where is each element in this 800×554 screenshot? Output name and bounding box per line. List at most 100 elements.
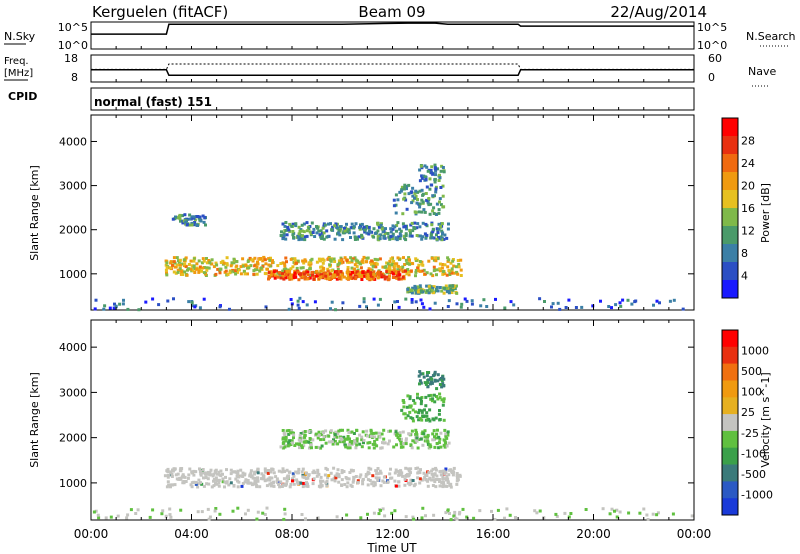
heatmap-cell [198,215,202,219]
heatmap-cell [447,269,451,273]
heatmap-cell [563,511,567,515]
heatmap-cell [386,232,390,235]
heatmap-cell [395,270,399,274]
heatmap-cell [293,271,297,275]
heatmap-cell [393,479,397,483]
heatmap-cell [255,272,259,276]
heatmap-cell [320,444,324,448]
cpid-value: normal (fast) 151 [94,95,212,109]
heatmap-cell [337,480,341,484]
heatmap-cell [441,184,445,188]
heatmap-cell [416,222,420,226]
heatmap-cell [289,257,293,261]
heatmap-cell [403,186,406,190]
heatmap-cell [322,435,326,439]
heatmap-cell [293,444,297,447]
colorbar-segment [722,397,738,415]
heatmap-cell [400,408,404,412]
heatmap-cell [304,259,308,263]
heatmap-cell [441,375,445,379]
heatmap-cell [396,436,400,439]
heatmap-cell [613,509,616,513]
heatmap-cell [403,483,407,487]
heatmap-cell [414,286,418,290]
heatmap-cell [270,476,274,480]
heatmap-cell [288,439,292,443]
heatmap-cell [418,225,422,229]
heatmap-cell [383,277,387,281]
heatmap-cell [212,477,216,481]
heatmap-cell [555,515,559,518]
heatmap-cell [387,429,391,433]
heatmap-cell [377,512,381,516]
heatmap-cell [411,419,415,423]
heatmap-cell [418,189,422,193]
heatmap-cell [345,485,349,489]
heatmap-cell [671,512,675,516]
heatmap-cell [380,222,383,226]
heatmap-cell [424,404,428,408]
heatmap-cell [305,234,309,238]
colorbar-segment [722,498,738,516]
heatmap-cell [302,475,306,479]
heatmap-cell [494,297,497,301]
heatmap-cell [420,409,424,413]
heatmap-cell [437,441,441,445]
heatmap-cell [241,471,245,475]
heatmap-cell [205,266,209,270]
heatmap-cell [349,273,353,277]
heatmap-cell [404,238,408,242]
heatmap-cell [267,469,271,472]
heatmap-cell [309,259,313,263]
heatmap-cell [335,270,339,273]
heatmap-cell [188,217,192,221]
heatmap-cell [311,438,315,442]
heatmap-cell [455,482,459,486]
heatmap-cell [459,274,463,277]
heatmap-cell [421,443,425,447]
heatmap-cell [430,256,434,260]
heatmap-cell [200,269,203,273]
heatmap-cell [320,273,324,277]
heatmap-cell [442,237,446,241]
y-tick-label: 2000 [59,432,87,445]
heatmap-cell [404,234,408,238]
nsky-tick-bottom: 10^0 [58,39,88,52]
heatmap-cell [112,306,116,310]
heatmap-cell [362,225,366,229]
heatmap-cell [360,260,364,264]
heatmap-cell [290,302,294,306]
heatmap-cell [222,261,226,265]
heatmap-cell [333,276,337,279]
heatmap-cell [282,477,286,481]
heatmap-cell [395,433,399,437]
heatmap-cell [246,260,250,263]
heatmap-cell [445,444,449,448]
heatmap-cell [446,509,450,513]
heatmap-cell [219,469,223,473]
heatmap-cell [411,417,415,421]
heatmap-cell [418,168,422,172]
heatmap-cell [358,442,362,446]
heatmap-cell [422,305,426,309]
heatmap-cell [427,371,431,374]
heatmap-cell [451,288,455,292]
heatmap-cell [399,442,403,446]
heatmap-cell [393,509,397,513]
heatmap-cell [419,402,423,406]
heatmap-cell [407,473,411,476]
heatmap-cell [183,213,187,217]
heatmap-cell [388,429,392,433]
heatmap-cell [554,512,558,516]
heatmap-cell [170,473,174,476]
heatmap-cell [243,272,247,276]
heatmap-cell [431,286,435,290]
heatmap-cell [446,432,449,435]
heatmap-cell [241,475,245,478]
heatmap-cell [426,484,430,488]
heatmap-cell [433,445,437,449]
heatmap-cell [196,482,200,486]
heatmap-cell [387,235,391,239]
heatmap-cell [392,204,396,208]
